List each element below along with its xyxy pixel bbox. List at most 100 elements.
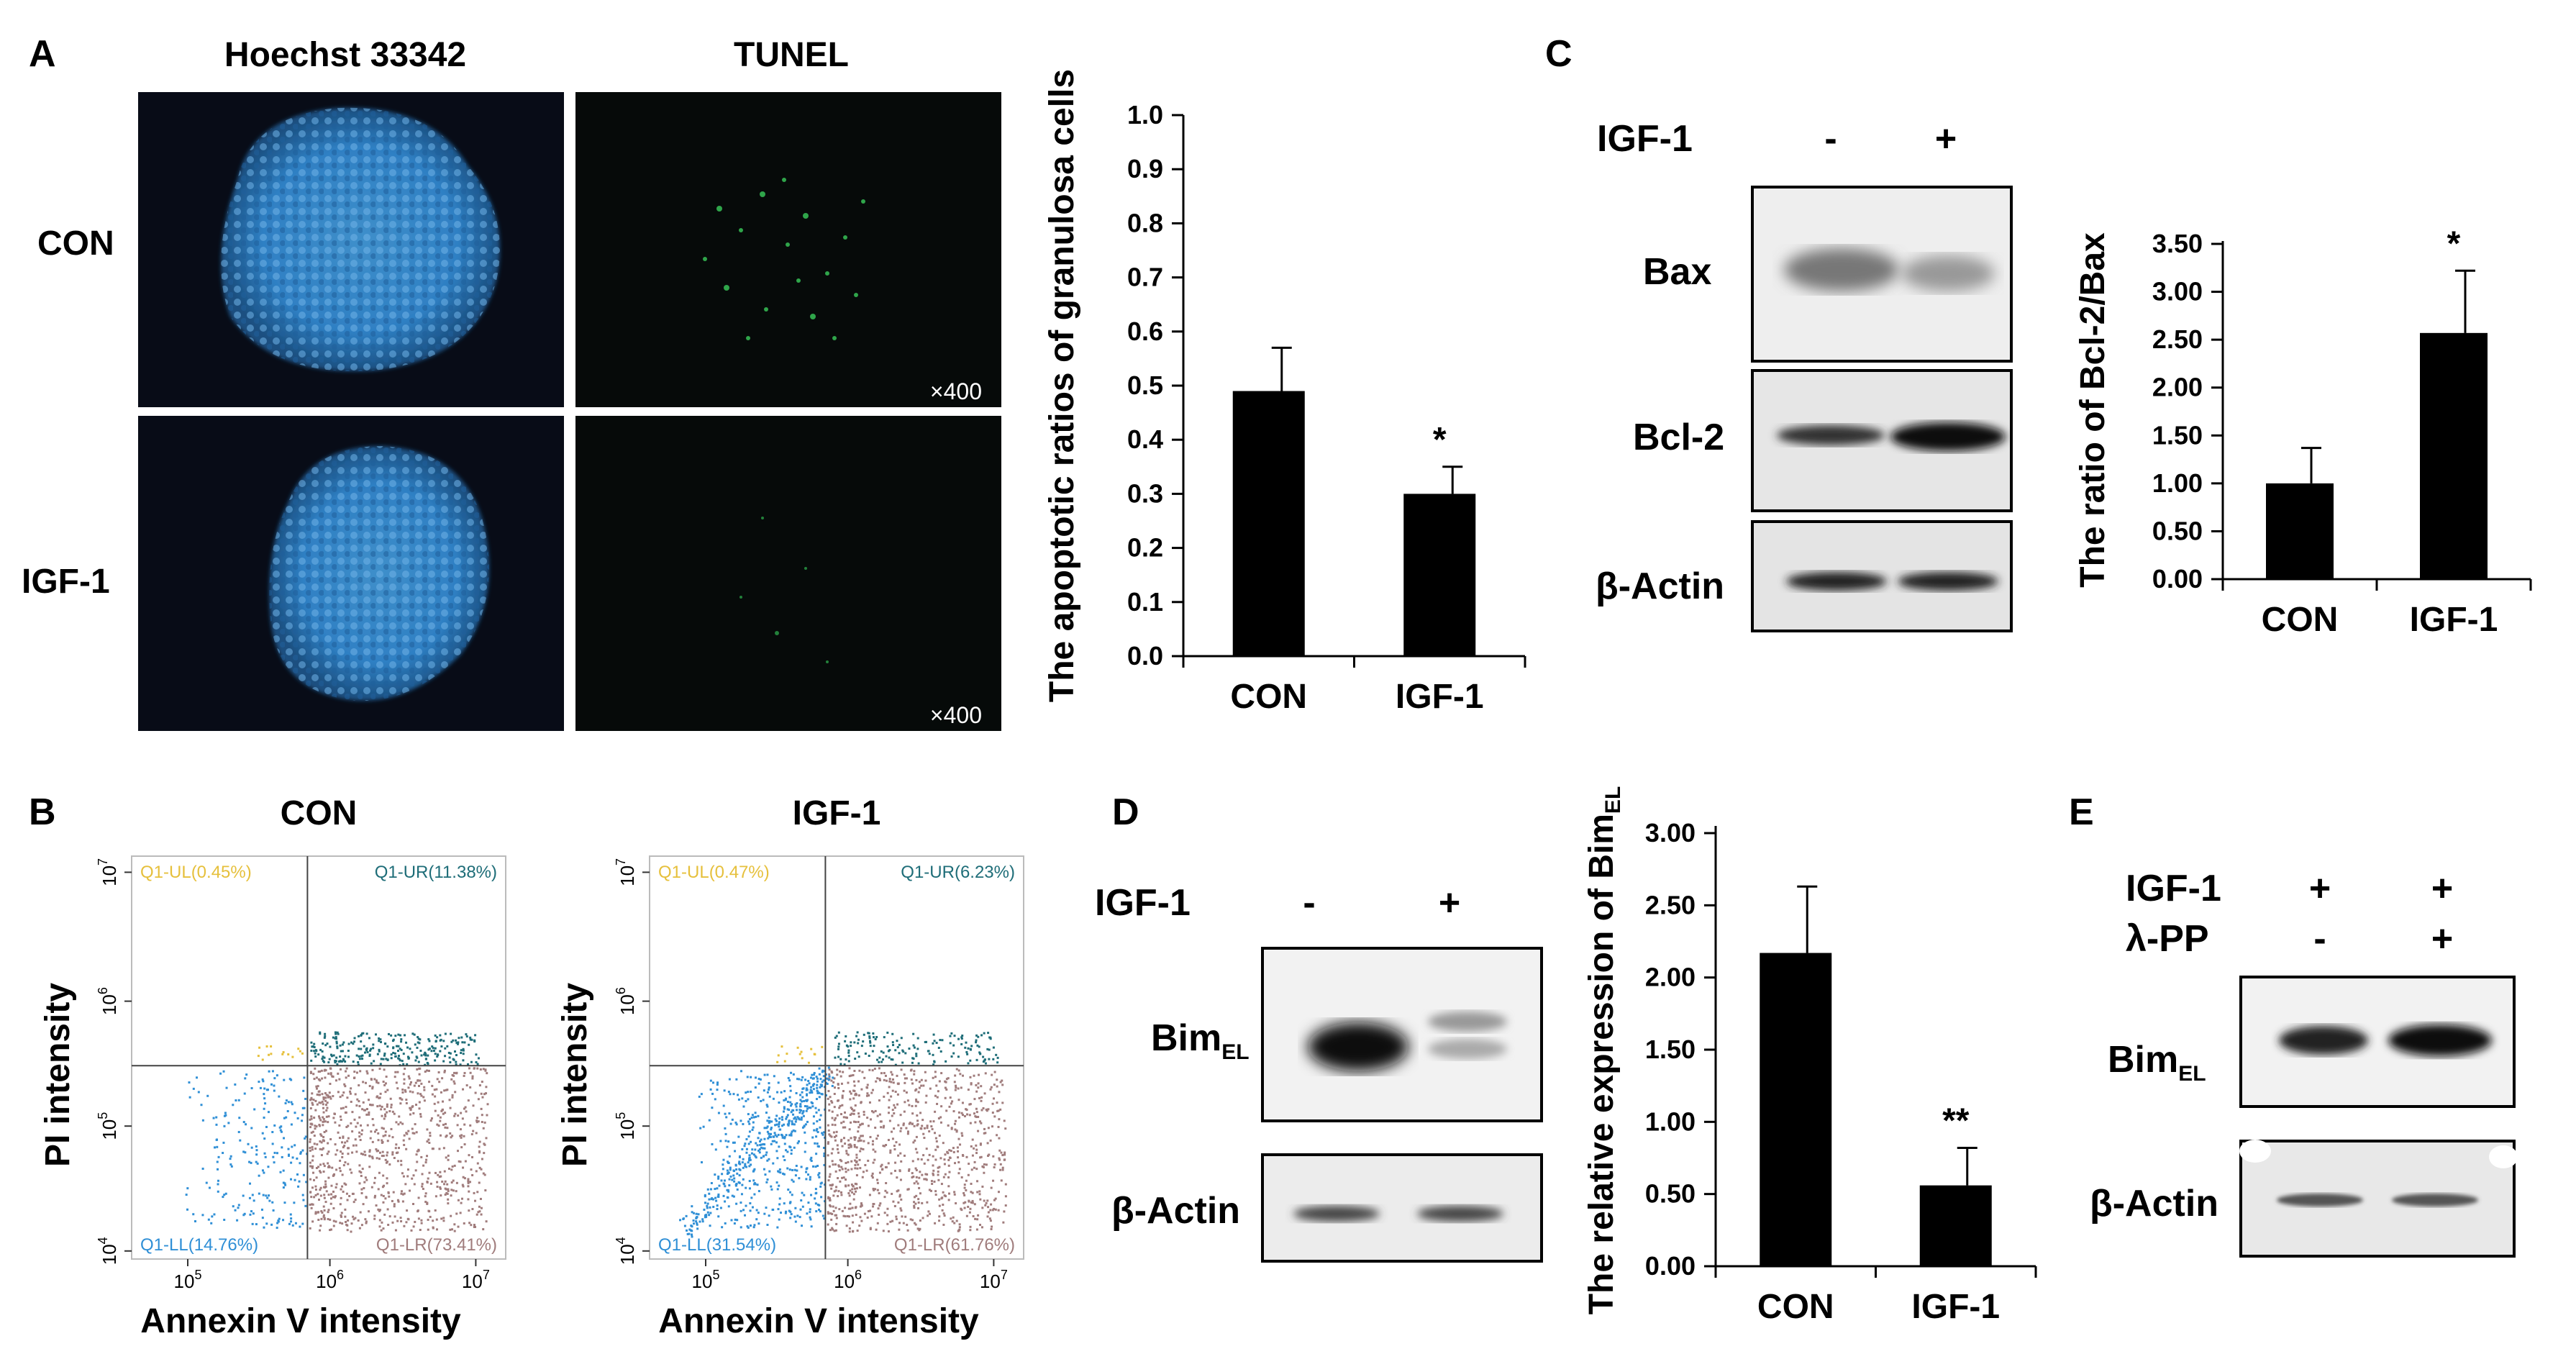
e-row-lpp-lane-1: - <box>2313 918 2326 960</box>
y-tick-label: 3.00 <box>2152 277 2203 306</box>
y-tick-label: 105 <box>96 1112 120 1140</box>
flow-plot-title: CON <box>281 794 358 832</box>
significance-marker: * <box>2447 224 2461 263</box>
row-label-igf1: IGF-1 <box>22 563 110 601</box>
c-blot-label-bax: Bax <box>1643 251 1711 293</box>
blot-actin-e <box>2239 1140 2518 1258</box>
significance-marker: ** <box>1942 1101 1970 1140</box>
bar-con <box>1760 953 1832 1266</box>
category-label: IGF-1 <box>1396 678 1484 716</box>
c-lane-1: - <box>1824 118 1837 160</box>
micrograph-tunel-con <box>575 92 1001 407</box>
panel-e-letter: E <box>2069 791 2094 833</box>
y-tick-label: 0.50 <box>2152 516 2203 545</box>
flow-plot-igf1: IGF-1 Q1-UL(0.47%) Q1-UR(6.23%) Q1-LL(31.54… <box>614 794 1024 1292</box>
blot-actin-d <box>1261 1153 1543 1263</box>
blot-bim-d <box>1261 947 1543 1122</box>
panel-d: D IGF-1 - + BimEL β-Actin 0.00 0.50 1.00 1.… <box>1095 786 2037 1326</box>
panel-b-letter: B <box>29 791 56 833</box>
col-header-hoechst: Hoechst 33342 <box>224 36 466 74</box>
chart-bim-expression: 0.000.501.001.502.002.503.00 CON**IGF-1 … <box>1583 786 2037 1326</box>
quadrant-label-ul: Q1-UL(0.47%) <box>658 863 770 882</box>
y-tick-label: 105 <box>614 1112 638 1140</box>
panel-b: B CON Q1-UL(0.45%) Q1-UR(11.38%) Q1-LL(14.7… <box>29 791 1024 1340</box>
d-lane-2: + <box>1439 882 1460 924</box>
flow-events <box>679 1031 1007 1238</box>
e-row-igf1-lane-1: + <box>2309 868 2331 909</box>
quadrant-label-ul: Q1-UL(0.45%) <box>140 863 252 882</box>
panel-e: E IGF-1 + + λ-PP - + BimEL β-Actin <box>2069 791 2518 1258</box>
c-lane-2: + <box>1935 118 1957 160</box>
d-blot-label-bim: BimEL <box>1151 1017 1250 1064</box>
row-label-con: CON <box>37 224 114 263</box>
c-treatment-label: IGF-1 <box>1597 118 1693 160</box>
y-tick-label: 0.4 <box>1127 424 1163 454</box>
micrograph-tunel-igf1 <box>575 416 1001 731</box>
panel-a: A Hoechst 33342 TUNEL CON IGF-1 ×400 <box>22 33 1526 731</box>
panel-a-letter: A <box>29 33 56 75</box>
y-tick-label: 104 <box>96 1237 120 1265</box>
y-tick-label: 2.50 <box>2152 324 2203 354</box>
category-label: CON <box>1757 1288 1834 1326</box>
y-tick-label: 0.7 <box>1127 263 1163 292</box>
quadrant-label-lr: Q1-LR(61.76%) <box>894 1235 1015 1255</box>
y-tick-label: 0.2 <box>1127 533 1163 563</box>
bar-con <box>1232 391 1305 656</box>
bar-igf-1 <box>1403 494 1476 656</box>
d-lane-1: - <box>1303 882 1315 924</box>
flow-ylabel-1: PI intensity <box>39 983 77 1167</box>
category-label: IGF-1 <box>1911 1288 2000 1326</box>
flow-events <box>185 1031 489 1233</box>
flow-ylabel-2: PI intensity <box>556 983 594 1167</box>
y-tick-label: 2.00 <box>2152 373 2203 402</box>
bar-igf-1 <box>2420 332 2488 579</box>
y-tick-label: 0.1 <box>1127 587 1163 617</box>
y-tick-label: 3.00 <box>1645 818 1696 848</box>
chart-d-ylabel: The relative expression of BimEL <box>1583 786 1625 1315</box>
y-tick-label: 0.00 <box>1645 1251 1696 1281</box>
quadrant-label-ll: Q1-LL(14.76%) <box>140 1235 258 1255</box>
quadrant-label-ur: Q1-UR(6.23%) <box>901 863 1015 882</box>
y-tick-label: 0.50 <box>1645 1179 1696 1209</box>
y-tick-label: 0.9 <box>1127 154 1163 183</box>
blot-bax <box>1751 186 2013 363</box>
y-tick-label: 0.00 <box>2152 564 2203 594</box>
col-header-tunel: TUNEL <box>734 36 849 74</box>
e-row-igf1-lane-2: + <box>2431 868 2453 909</box>
y-tick-label: 107 <box>96 858 120 886</box>
chart-apoptotic-ratio: 0.0 0.1 0.2 0.3 0.4 0.5 0.6 0.7 0.8 0.9 1.0 CON * IG… <box>1043 69 1526 716</box>
y-tick-label: 107 <box>614 858 638 886</box>
c-blot-label-bcl2: Bcl-2 <box>1633 417 1724 458</box>
e-blot-label-bim: BimEL <box>2108 1039 2206 1086</box>
y-tick-label: 1.50 <box>1645 1035 1696 1064</box>
flow-plot-con: CON Q1-UL(0.45%) Q1-UR(11.38%) Q1-LL(14.76%… <box>96 794 506 1292</box>
x-tick-label: 107 <box>462 1268 490 1292</box>
e-row-label-igf1: IGF-1 <box>2126 868 2221 909</box>
y-tick-label: 0.5 <box>1127 371 1163 400</box>
panel-d-letter: D <box>1112 791 1139 833</box>
y-tick-label: 0.0 <box>1127 641 1163 671</box>
e-row-label-lpp: λ-PP <box>2126 918 2209 960</box>
x-tick-label: 106 <box>834 1268 862 1292</box>
x-tick-label: 107 <box>980 1268 1008 1292</box>
blot-actin-c <box>1751 520 2013 632</box>
tunel-spots-igf1 <box>739 517 829 663</box>
e-blot-label-actin: β-Actin <box>2090 1183 2218 1224</box>
d-treatment-label: IGF-1 <box>1095 882 1191 924</box>
quadrant-label-lr: Q1-LR(73.41%) <box>376 1235 497 1255</box>
quadrant-label-ll: Q1-LL(31.54%) <box>658 1235 776 1255</box>
y-tick-label: 0.3 <box>1127 478 1163 508</box>
magnification-igf1: ×400 <box>930 702 982 728</box>
x-tick-label: 106 <box>316 1268 344 1292</box>
y-tick-label: 104 <box>614 1237 638 1265</box>
y-tick-label: 0.6 <box>1127 317 1163 346</box>
category-label: IGF-1 <box>2410 601 2498 639</box>
bar-con <box>2266 483 2334 579</box>
x-tick-label: 105 <box>692 1268 720 1292</box>
magnification-con: ×400 <box>930 378 982 404</box>
e-row-lpp-lane-2: + <box>2431 918 2453 960</box>
y-tick-label: 2.50 <box>1645 890 1696 919</box>
blot-bim-e <box>2239 976 2516 1108</box>
chart-bcl2-bax: 0.00 0.50 1.00 1.50 2.00 2.50 3.00 3.50 CON * IGF… <box>2074 224 2532 639</box>
